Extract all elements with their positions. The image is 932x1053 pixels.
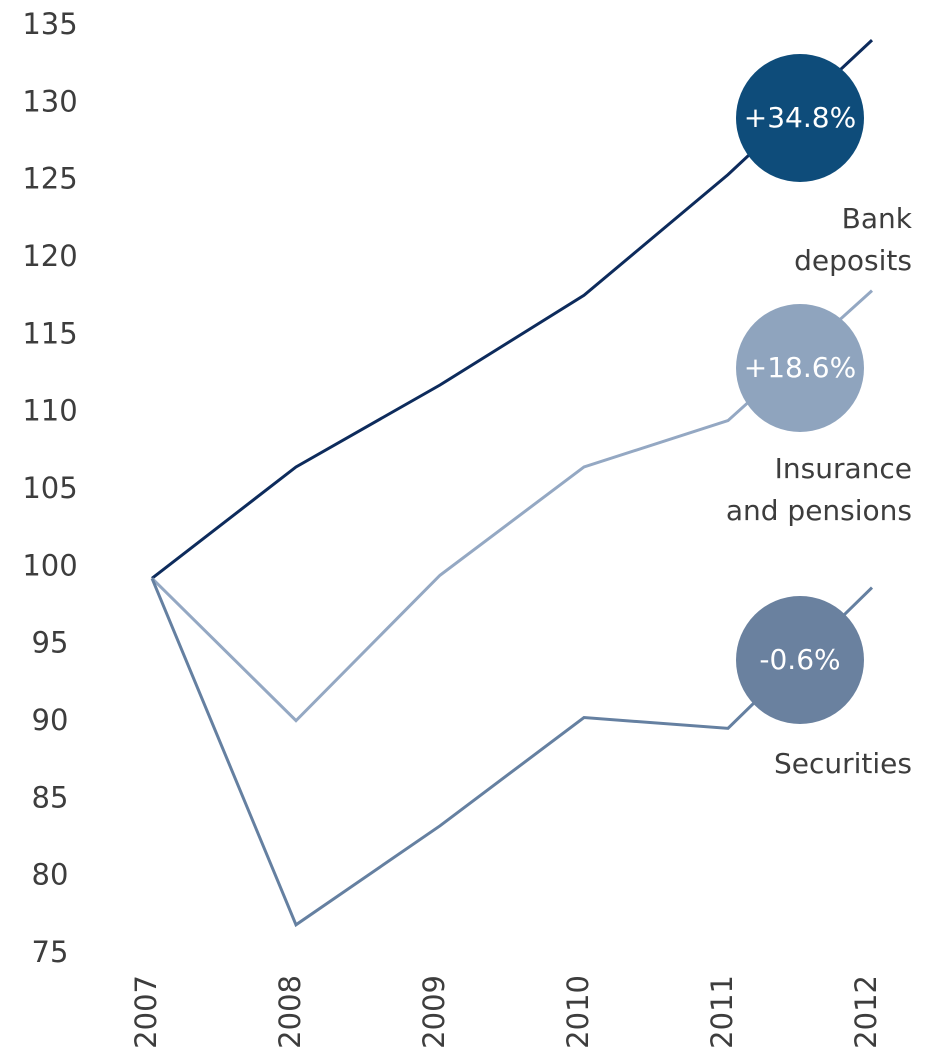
series-line (150, 577, 874, 928)
change-label: -0.6% (759, 643, 840, 676)
x-tick-label: 2009 (417, 975, 451, 1049)
series-label: Insurance and pensions (725, 452, 912, 527)
x-tick-label: 2007 (129, 975, 163, 1049)
y-tick-label: 120 (22, 239, 77, 273)
series-label-box: Securities (773, 747, 912, 780)
series-label-box: Insurance and pensions (725, 452, 912, 527)
y-tick-label: 100 (22, 548, 77, 582)
y-tick-label: 75 (32, 935, 69, 969)
y-tick-label: 130 (22, 84, 77, 118)
x-tick-label: 2008 (273, 975, 307, 1049)
series-label-box: Bank deposits (794, 202, 912, 277)
change-label: +34.8% (744, 101, 856, 134)
y-tick-label: 80 (32, 858, 69, 892)
y-tick-label: 135 (22, 7, 77, 41)
y-tick-label: 110 (22, 394, 77, 428)
x-tick-label: 2012 (849, 975, 883, 1049)
y-tick-label: 85 (32, 780, 69, 814)
change-label: +18.6% (744, 351, 856, 384)
y-tick-label: 105 (22, 471, 77, 505)
change-badge (736, 304, 864, 432)
y-tick-label: 125 (22, 162, 77, 196)
change-badge (736, 54, 864, 182)
change-badge (736, 596, 864, 724)
x-tick-label: 2010 (561, 975, 595, 1049)
series-label: Bank deposits (794, 202, 912, 277)
y-tick-label: 115 (22, 316, 77, 350)
y-tick-label: 90 (32, 703, 69, 737)
y-tick-label: 95 (32, 626, 69, 660)
x-tick-label: 2011 (705, 975, 739, 1049)
series-label: Securities (773, 747, 912, 780)
